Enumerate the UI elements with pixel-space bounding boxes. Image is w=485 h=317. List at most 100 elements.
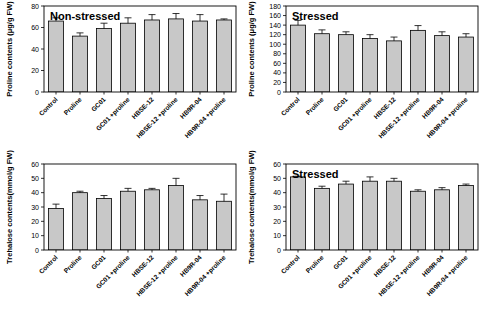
marks bbox=[291, 176, 474, 250]
bar bbox=[217, 201, 232, 250]
error-cap bbox=[173, 13, 180, 14]
error-bar bbox=[367, 177, 374, 181]
y-tick bbox=[283, 92, 286, 93]
error-line bbox=[346, 32, 347, 35]
y-tick-label: 40 bbox=[31, 46, 39, 53]
marks bbox=[49, 178, 232, 250]
error-cap bbox=[319, 29, 326, 30]
x-tick bbox=[298, 250, 299, 253]
error-line bbox=[200, 196, 201, 200]
x-tick-label: Control bbox=[279, 96, 300, 117]
x-tick-label: HB9R-04 bbox=[421, 95, 445, 119]
error-bar bbox=[173, 178, 180, 185]
error-line bbox=[56, 204, 57, 208]
y-tick bbox=[283, 44, 286, 45]
error-cap bbox=[101, 195, 108, 196]
y-tick bbox=[41, 6, 44, 7]
y-tick-label: 20 bbox=[273, 218, 281, 225]
error-cap bbox=[221, 18, 228, 19]
panel: 0102030405060ControlProlineGC01GC01 +pro… bbox=[5, 150, 236, 298]
error-cap bbox=[77, 191, 84, 192]
bar bbox=[435, 190, 450, 250]
y-axis-label: Trehalose contents(mmol/g FW) bbox=[247, 150, 256, 264]
bar bbox=[339, 184, 354, 250]
x-tick bbox=[104, 92, 105, 95]
bar bbox=[121, 191, 136, 250]
x-tick-label: HBSE-12 +proline bbox=[135, 253, 180, 298]
y-tick bbox=[41, 207, 44, 208]
error-line bbox=[370, 177, 371, 181]
x-tick-label: Proline bbox=[62, 253, 83, 274]
x-tick bbox=[346, 92, 347, 95]
y-tick-label: 40 bbox=[31, 189, 39, 196]
y-tick-label: 20 bbox=[273, 79, 281, 86]
x-tick bbox=[322, 92, 323, 95]
y-axis-label: Proline contents (μg/g FW) bbox=[247, 1, 256, 97]
y-tick-label: 180 bbox=[269, 3, 281, 10]
error-bar bbox=[415, 190, 422, 191]
bar bbox=[49, 208, 64, 250]
y-tick-label: 120 bbox=[269, 31, 281, 38]
error-cap bbox=[125, 188, 132, 189]
y-tick bbox=[283, 25, 286, 26]
x-tick bbox=[128, 250, 129, 253]
error-line bbox=[152, 15, 153, 20]
y-tick bbox=[283, 6, 286, 7]
error-line bbox=[442, 32, 443, 36]
error-cap bbox=[415, 189, 422, 190]
x-tick-label: HB9R-04 bbox=[179, 95, 203, 119]
bar bbox=[435, 36, 450, 92]
y-tick-label: 0 bbox=[35, 89, 39, 96]
x-tick-label: Proline bbox=[304, 95, 325, 116]
panel: 0102030405060ControlProlineGC01GC01 +pro… bbox=[247, 150, 478, 298]
error-bar bbox=[77, 33, 84, 36]
y-axis-label: Proline contents (μg/g FW) bbox=[5, 1, 14, 97]
error-bar bbox=[149, 15, 156, 20]
error-cap bbox=[197, 195, 204, 196]
y-tick-label: 60 bbox=[273, 161, 281, 168]
x-tick-label: HBSE-12 +proline bbox=[377, 95, 422, 140]
error-bar bbox=[343, 181, 350, 184]
y-tick bbox=[41, 192, 44, 193]
bar bbox=[411, 30, 426, 92]
error-cap bbox=[367, 34, 374, 35]
bar bbox=[291, 25, 306, 92]
bar bbox=[97, 29, 112, 92]
x-tick-label: Control bbox=[37, 96, 58, 117]
bar bbox=[339, 35, 354, 92]
x-tick bbox=[152, 92, 153, 95]
x-tick-label: HBSE-12 bbox=[372, 253, 397, 278]
error-line bbox=[466, 34, 467, 37]
x-tick-label: HBSE-12 bbox=[130, 95, 155, 120]
y-tick-label: 50 bbox=[31, 175, 39, 182]
error-line bbox=[104, 23, 105, 28]
error-cap bbox=[197, 14, 204, 15]
y-tick-label: 0 bbox=[277, 89, 281, 96]
error-bar bbox=[173, 14, 180, 19]
x-tick-label: HB9R-04 +proline bbox=[425, 95, 469, 139]
x-tick bbox=[346, 250, 347, 253]
bar bbox=[387, 181, 402, 250]
y-tick-label: 60 bbox=[31, 161, 39, 168]
error-bar bbox=[77, 191, 84, 192]
error-cap bbox=[439, 187, 446, 188]
y-tick bbox=[41, 250, 44, 251]
plot-frame bbox=[44, 164, 236, 250]
panel: 020406080100120140160180ControlProlineGC… bbox=[247, 1, 478, 140]
plot-frame bbox=[286, 6, 478, 92]
y-axis-label: Trehalose contents(mmol/g FW) bbox=[5, 150, 14, 264]
x-tick bbox=[394, 92, 395, 95]
x-tick bbox=[200, 250, 201, 253]
y-tick bbox=[283, 34, 286, 35]
x-tick-label: GC01 bbox=[90, 253, 107, 270]
error-bar bbox=[391, 178, 398, 181]
x-tick bbox=[298, 92, 299, 95]
x-tick bbox=[466, 92, 467, 95]
bar bbox=[49, 21, 64, 92]
y-tick bbox=[283, 15, 286, 16]
x-tick-label: GC01 +proline bbox=[94, 95, 131, 132]
y-tick bbox=[41, 27, 44, 28]
y-tick-label: 60 bbox=[273, 60, 281, 67]
error-cap bbox=[367, 176, 374, 177]
x-tick bbox=[370, 250, 371, 253]
